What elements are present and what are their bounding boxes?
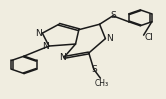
- Text: N: N: [59, 53, 66, 62]
- Text: S: S: [91, 65, 97, 74]
- Text: N: N: [106, 34, 113, 43]
- Text: Cl: Cl: [144, 33, 153, 42]
- Text: CH₃: CH₃: [95, 79, 109, 88]
- Text: N: N: [42, 42, 49, 50]
- Text: S: S: [110, 11, 116, 20]
- Text: N: N: [35, 29, 42, 38]
